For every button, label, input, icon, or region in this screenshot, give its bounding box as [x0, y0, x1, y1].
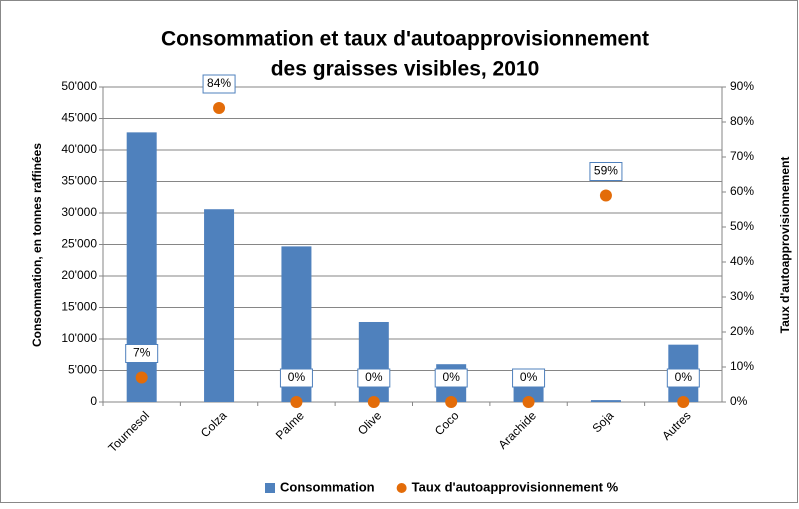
dot	[367, 396, 380, 408]
chart-title: Consommation et taux d'autoapprovisionne…	[161, 28, 649, 51]
data-label: 84%	[207, 76, 231, 90]
y2-tick-label: 50%	[730, 219, 754, 233]
legend-swatch	[396, 483, 407, 493]
bar	[204, 209, 235, 402]
y-tick-label: 35'000	[61, 174, 97, 188]
y2-tick-label: 30%	[730, 289, 754, 303]
data-label: 0%	[365, 370, 383, 384]
y2-axis-label: Taux d'autoapprovisionnement	[778, 157, 792, 334]
data-label: 0%	[675, 370, 693, 384]
y2-tick-label: 40%	[730, 254, 754, 268]
dot	[677, 396, 690, 408]
y-tick-label: 10'000	[61, 331, 97, 345]
legend-label: Taux d'autoapprovisionnement %	[412, 479, 619, 494]
y-axis-label: Consommation, en tonnes raffinées	[30, 143, 44, 347]
bar	[590, 400, 621, 402]
legend-swatch	[265, 483, 275, 493]
data-label-box	[125, 344, 159, 363]
data-label: 59%	[594, 164, 618, 178]
dot	[213, 102, 226, 114]
data-label-box	[279, 368, 313, 388]
dot	[445, 396, 458, 408]
data-label: 7%	[133, 346, 151, 360]
data-label-box	[202, 74, 236, 94]
y2-tick-label: 20%	[730, 324, 754, 338]
data-label: 0%	[288, 370, 306, 384]
dot	[522, 396, 535, 408]
bar	[358, 321, 389, 402]
data-label-box	[357, 368, 391, 388]
data-label-box	[512, 368, 546, 388]
y-tick-label: 45'000	[61, 111, 97, 125]
y-tick-label: 50'000	[61, 79, 97, 93]
chart-title: des graisses visibles, 2010	[271, 58, 540, 81]
y2-tick-label: 80%	[730, 114, 754, 128]
y-tick-label: 25'000	[61, 237, 97, 251]
y-tick-label: 15'000	[61, 300, 97, 314]
dot	[135, 371, 148, 384]
data-label: 0%	[520, 370, 538, 384]
data-label-box	[666, 368, 700, 388]
y-tick-label: 40'000	[61, 142, 97, 156]
legend-label: Consommation	[280, 479, 375, 494]
y2-tick-label: 10%	[730, 359, 754, 373]
data-label-box	[434, 368, 468, 388]
y-tick-label: 30'000	[61, 205, 97, 219]
y2-tick-label: 70%	[730, 149, 754, 163]
y-tick-label: 0	[90, 394, 97, 408]
dot	[290, 396, 303, 408]
dot	[599, 189, 612, 202]
data-label-box	[589, 162, 623, 181]
y2-tick-label: 60%	[730, 184, 754, 198]
y2-tick-label: 90%	[730, 79, 754, 93]
y-tick-label: 20'000	[61, 268, 97, 282]
y-tick-label: 5'000	[68, 363, 97, 377]
y2-tick-label: 0%	[730, 394, 748, 408]
data-label: 0%	[443, 370, 461, 384]
